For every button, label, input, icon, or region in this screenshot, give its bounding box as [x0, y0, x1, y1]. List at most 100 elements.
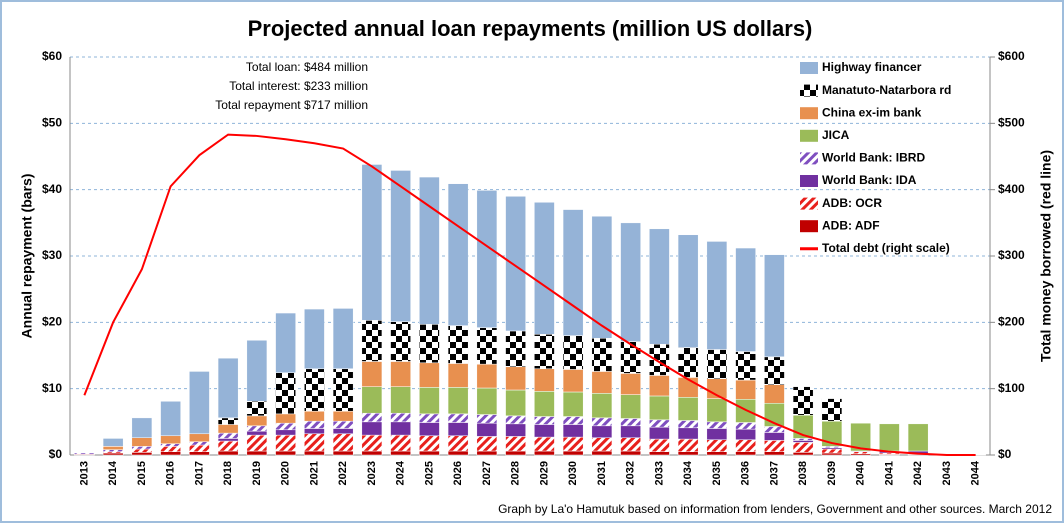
bar-segment — [562, 335, 584, 370]
bar-segment — [562, 450, 584, 456]
bar-segment — [447, 363, 469, 388]
x-tick-label: 2019 — [251, 461, 263, 485]
bar-segment — [419, 387, 440, 415]
x-tick-label: 2042 — [912, 461, 924, 485]
bar-segment — [275, 372, 296, 415]
bar-segment — [591, 450, 613, 456]
bar-segment — [821, 398, 843, 422]
bar-segment — [131, 446, 153, 450]
y-tick-label: $30 — [42, 248, 62, 262]
bar-segment — [131, 437, 153, 447]
bar-segment — [649, 451, 670, 456]
bar-segment — [275, 413, 296, 424]
bar-segment — [160, 443, 181, 447]
bar-segment — [620, 418, 641, 427]
bar-segment — [275, 434, 296, 452]
bar-segment — [706, 451, 728, 456]
bar-segment — [160, 451, 181, 456]
y2-tick-label: $200 — [998, 315, 1025, 329]
bar-segment — [246, 415, 268, 427]
legend-swatch — [800, 197, 818, 210]
bar-segment — [419, 413, 440, 423]
bar-segment — [102, 438, 124, 447]
legend-swatch — [800, 220, 818, 233]
bar-segment — [476, 190, 498, 328]
bar-segment — [562, 436, 584, 452]
y2-tick-label: $100 — [998, 381, 1025, 395]
bar-segment — [447, 387, 469, 415]
bar-segment — [562, 391, 584, 417]
bar-segment — [246, 430, 268, 436]
y-axis-title: Annual repayment (bars) — [19, 174, 35, 339]
x-tick-label: 2014 — [107, 460, 119, 485]
legend-label: World Bank: IBRD — [822, 151, 925, 165]
bar-segment — [591, 437, 613, 452]
x-tick-label: 2043 — [941, 461, 953, 485]
bar-segment — [332, 420, 354, 429]
bar-segment — [764, 426, 785, 433]
bar-segment — [505, 366, 526, 391]
bar-segment — [821, 452, 843, 456]
bar-segment — [764, 254, 785, 358]
bar-segment — [764, 384, 785, 404]
footer: Graph by La'o Hamutuk based on informati… — [498, 502, 1052, 516]
bar-segment — [764, 356, 785, 385]
bar-segment — [131, 417, 153, 439]
x-tick-label: 2032 — [625, 461, 637, 485]
bar-segment — [620, 450, 641, 456]
bar-segment — [649, 419, 670, 428]
bar-segment — [390, 170, 411, 322]
y-tick-label: $40 — [42, 182, 62, 196]
bar-segment — [620, 373, 641, 395]
bar-segment — [447, 422, 469, 437]
bar-segment — [649, 228, 670, 345]
legend-swatch — [800, 107, 818, 120]
legend-label: Highway financer — [822, 60, 922, 74]
bar-segment — [505, 423, 526, 437]
bar-segment — [390, 421, 411, 436]
bar-segment — [562, 209, 584, 336]
bar-segment — [534, 202, 555, 335]
x-tick-label: 2039 — [826, 461, 838, 485]
annotation: Total loan: $484 million — [246, 60, 368, 74]
x-tick-label: 2018 — [222, 461, 234, 485]
bar-segment — [102, 446, 124, 450]
x-tick-label: 2020 — [280, 461, 292, 485]
x-tick-label: 2024 — [395, 460, 407, 485]
bar-segment — [217, 450, 239, 456]
bar-segment — [649, 438, 670, 452]
bar-segment — [649, 426, 670, 440]
bar-segment — [246, 401, 268, 417]
bar-segment — [419, 435, 440, 452]
bar-segment — [677, 420, 699, 429]
bar-segment — [217, 357, 239, 419]
bar-segment — [189, 441, 210, 446]
x-tick-label: 2021 — [308, 461, 320, 485]
bar-segment — [591, 425, 613, 439]
bar-segment — [447, 450, 469, 456]
y-tick-label: $50 — [42, 116, 62, 130]
annotation: Total interest: $233 million — [229, 79, 368, 93]
bar-segment — [160, 435, 181, 444]
y2-tick-label: $300 — [998, 248, 1025, 262]
bar-segment — [476, 450, 498, 456]
bar-segment — [419, 450, 440, 456]
bar-segment — [764, 440, 785, 452]
bar-segment — [304, 450, 325, 456]
bar-segment — [706, 241, 728, 350]
bar-segment — [706, 349, 728, 379]
bar-segment — [792, 452, 814, 456]
legend-swatch — [800, 175, 818, 187]
x-tick-label: 2036 — [740, 461, 752, 485]
x-tick-label: 2031 — [596, 461, 608, 485]
bar-segment — [792, 442, 814, 453]
bar-segment — [476, 436, 498, 452]
bar-segment — [447, 183, 469, 326]
x-tick-label: 2037 — [768, 461, 780, 485]
bar-segment — [217, 440, 239, 452]
bar-segment — [304, 410, 325, 422]
bar-segment — [735, 379, 756, 400]
bar-segment — [361, 361, 383, 387]
y2-tick-label: $600 — [998, 49, 1025, 63]
